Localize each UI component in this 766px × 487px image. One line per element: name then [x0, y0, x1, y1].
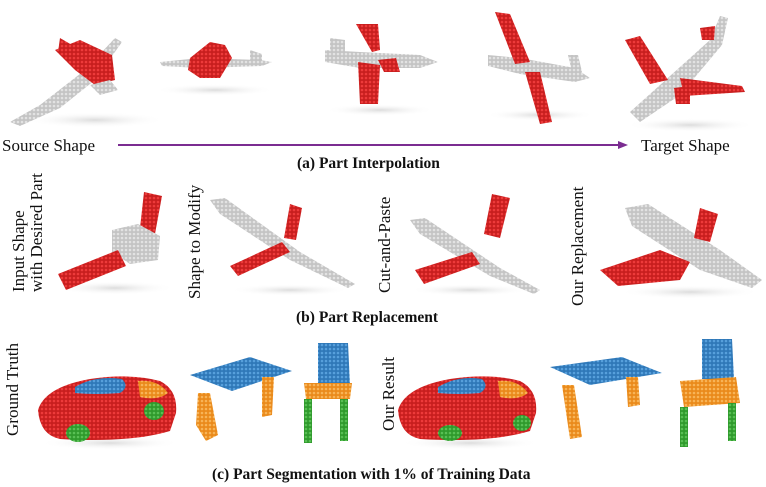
input-shape-with-desired-part — [55, 192, 175, 295]
target-shape-label: Target Shape — [641, 136, 730, 155]
row-a-shapes — [10, 12, 755, 149]
our-result-chair — [680, 339, 740, 447]
airplane-interp-2 — [325, 24, 438, 116]
ground-truth-chair — [304, 343, 352, 443]
arrow-head — [618, 141, 628, 149]
caption-part-segmentation: (c) Part Segmentation with 1% of Trainin… — [212, 466, 531, 483]
source-shape-label: Source Shape — [2, 136, 96, 155]
ground-truth-table — [190, 357, 292, 441]
label-ground-truth: Ground Truth — [3, 342, 22, 436]
label-our-result: Our Result — [379, 356, 398, 431]
airplane-target — [625, 16, 755, 132]
airplane-interp-3 — [485, 12, 595, 124]
caption-part-replacement: (b) Part Replacement — [296, 309, 439, 326]
ground-truth-car — [38, 376, 180, 450]
label-input-shape: Input Shape with Desired Part — [9, 173, 46, 292]
row-b-shapes — [55, 192, 762, 299]
label-shape-to-modify: Shape to Modify — [185, 184, 204, 299]
our-replacement-shape — [600, 204, 762, 299]
our-result-car — [398, 376, 540, 450]
input-shape-line2: with Desired Part — [26, 173, 46, 292]
input-shape-line1: Input Shape — [9, 210, 28, 292]
row-c-shapes — [38, 339, 740, 450]
cut-and-paste-shape — [410, 194, 540, 296]
airplane-source — [10, 38, 165, 128]
our-result-table — [550, 357, 662, 439]
shape-to-modify — [210, 198, 355, 296]
label-our-replacement: Our Replacement — [568, 186, 587, 306]
label-cut-and-paste: Cut-and-Paste — [375, 196, 394, 293]
airplane-interp-1 — [155, 42, 275, 96]
caption-part-interpolation: (a) Part Interpolation — [297, 155, 440, 172]
